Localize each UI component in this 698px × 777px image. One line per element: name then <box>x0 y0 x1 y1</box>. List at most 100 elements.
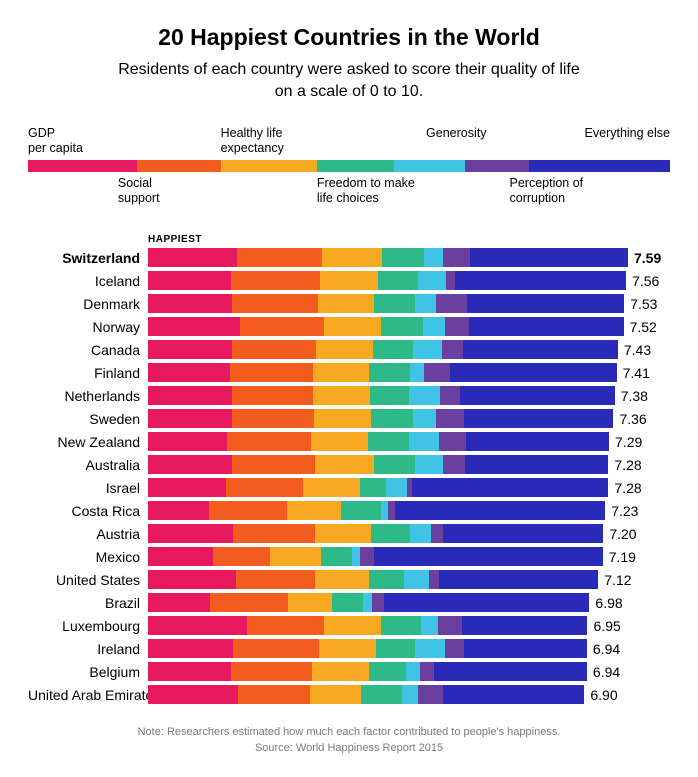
bar <box>148 570 598 589</box>
segment-social <box>231 271 320 290</box>
score-value: 7.12 <box>598 572 631 588</box>
bar-wrap: 7.59 <box>148 248 670 267</box>
segment-freedom <box>332 593 363 612</box>
table-row: Norway7.52 <box>28 316 670 338</box>
score-value: 7.38 <box>615 388 648 404</box>
segment-freedom <box>368 432 408 451</box>
segment-freedom <box>341 501 381 520</box>
segment-freedom <box>381 317 423 336</box>
segment-gdp <box>148 593 210 612</box>
legend-top-row: GDP per capitaHealthy life expectancyGen… <box>28 126 670 156</box>
segment-corruption <box>445 639 464 658</box>
segment-health <box>287 501 341 520</box>
segment-residual <box>465 455 608 474</box>
segment-social <box>237 248 322 267</box>
segment-generosity <box>415 294 437 313</box>
score-value: 7.29 <box>609 434 642 450</box>
score-value: 6.94 <box>587 641 620 657</box>
bar-wrap: 7.43 <box>148 340 670 359</box>
table-row: Sweden7.36 <box>28 408 670 430</box>
segment-residual <box>460 386 615 405</box>
segment-corruption <box>436 409 464 428</box>
segment-corruption <box>431 524 443 543</box>
table-row: New Zealand 7.29 <box>28 431 670 453</box>
bar <box>148 501 605 520</box>
segment-social <box>247 616 324 635</box>
bar-wrap: 6.98 <box>148 593 670 612</box>
segment-gdp <box>148 524 233 543</box>
happiest-label: HAPPIEST <box>148 234 670 245</box>
country-label: New Zealand <box>28 434 148 450</box>
segment-health <box>316 340 374 359</box>
segment-generosity <box>421 616 439 635</box>
bar-wrap: 7.38 <box>148 386 670 405</box>
table-row: Canada7.43 <box>28 339 670 361</box>
bar-wrap: 7.23 <box>148 501 670 520</box>
note-text: Note: Researchers estimated how much eac… <box>20 724 678 741</box>
segment-corruption <box>429 570 439 589</box>
segment-social <box>238 685 309 704</box>
segment-generosity <box>424 248 443 267</box>
legend-label-social: Social support <box>118 176 160 206</box>
segment-residual <box>412 478 608 497</box>
segment-gdp <box>148 363 230 382</box>
table-row: Netherlands7.38 <box>28 385 670 407</box>
segment-social <box>230 363 313 382</box>
bar-wrap: 7.19 <box>148 547 670 566</box>
segment-residual <box>450 363 616 382</box>
segment-corruption <box>440 386 460 405</box>
bar-wrap: 6.90 <box>148 685 670 704</box>
legend-bottom-row: Social supportFreedom to make life choic… <box>28 176 670 206</box>
segment-freedom <box>321 547 351 566</box>
segment-generosity <box>413 409 436 428</box>
score-value: 7.28 <box>608 457 641 473</box>
score-value: 7.23 <box>605 503 638 519</box>
segment-gdp <box>148 547 213 566</box>
segment-health <box>315 455 374 474</box>
segment-corruption <box>443 248 470 267</box>
score-value: 7.59 <box>628 250 661 266</box>
page-title: 20 Happiest Countries in the World <box>20 24 678 51</box>
bar <box>148 524 603 543</box>
table-row: Switzerland7.59 <box>28 247 670 269</box>
table-row: Denmark7.53 <box>28 293 670 315</box>
table-row: Costa Rica7.23 <box>28 500 670 522</box>
segment-freedom <box>374 294 415 313</box>
segment-generosity <box>415 455 443 474</box>
segment-freedom <box>371 409 413 428</box>
segment-social <box>232 455 315 474</box>
legend-swatch-health <box>221 160 317 172</box>
table-row: Israel7.28 <box>28 477 670 499</box>
country-label: Belgium <box>28 664 148 680</box>
country-label: Sweden <box>28 411 148 427</box>
segment-social <box>213 547 271 566</box>
table-row: Luxembourg6.95 <box>28 615 670 637</box>
segment-corruption <box>442 340 463 359</box>
chart: HAPPIEST Switzerland7.59Iceland7.56Denma… <box>28 234 670 706</box>
legend-label-corruption: Perception of corruption <box>510 176 584 206</box>
bar <box>148 248 628 267</box>
segment-health <box>324 317 380 336</box>
bar <box>148 593 589 612</box>
bar <box>148 685 584 704</box>
country-label: Brazil <box>28 595 148 611</box>
legend-swatch-gdp <box>28 160 137 172</box>
bar-wrap: 6.95 <box>148 616 670 635</box>
segment-health <box>322 248 382 267</box>
segment-freedom <box>369 570 404 589</box>
bar <box>148 616 588 635</box>
segment-health <box>315 524 371 543</box>
segment-freedom <box>373 340 413 359</box>
bar <box>148 478 608 497</box>
bar-wrap: 7.12 <box>148 570 670 589</box>
legend-swatch-social <box>137 160 220 172</box>
segment-gdp <box>148 340 232 359</box>
segment-health <box>324 616 382 635</box>
bar <box>148 294 624 313</box>
country-label: Iceland <box>28 273 148 289</box>
segment-residual <box>469 317 624 336</box>
segment-generosity <box>363 593 372 612</box>
segment-corruption <box>446 271 455 290</box>
segment-generosity <box>423 317 445 336</box>
bar-wrap: 7.28 <box>148 455 670 474</box>
